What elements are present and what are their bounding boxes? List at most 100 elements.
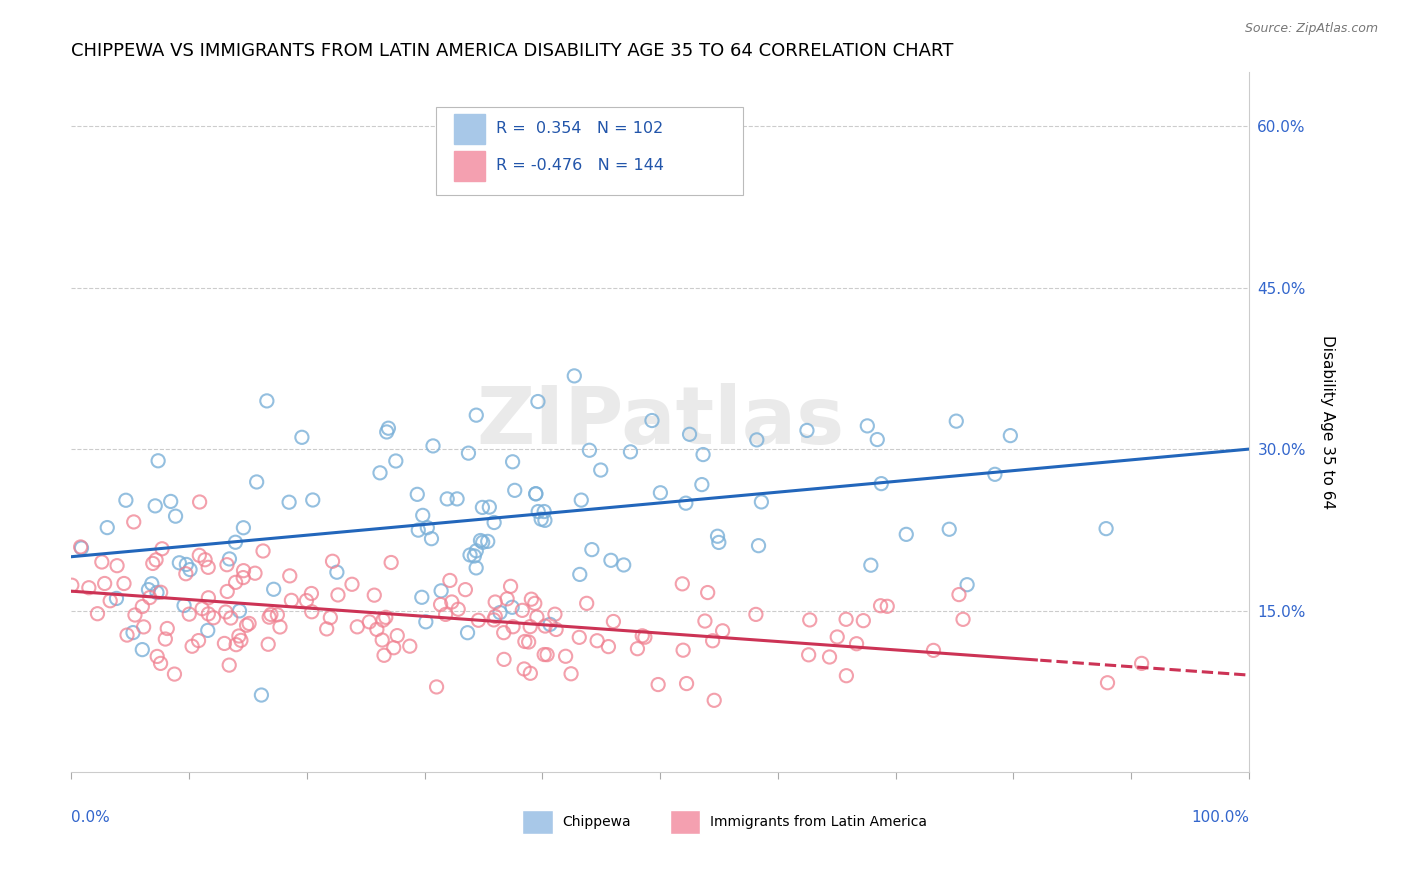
Point: [225, 638, 247, 652]
Point: [647, 677, 669, 691]
Point: [174, 566, 197, 581]
Point: [429, 598, 451, 612]
Point: [751, 495, 773, 509]
FancyBboxPatch shape: [454, 152, 485, 181]
Point: [434, 607, 457, 622]
Point: [457, 625, 479, 640]
Point: [90, 555, 112, 569]
Point: [366, 623, 388, 637]
Point: [675, 496, 697, 510]
Point: [371, 613, 394, 627]
Point: [922, 643, 945, 657]
Text: 100.0%: 100.0%: [1191, 811, 1249, 825]
Point: [745, 433, 768, 447]
Point: [346, 620, 368, 634]
Point: [228, 604, 250, 618]
FancyBboxPatch shape: [454, 114, 485, 144]
Point: [530, 512, 553, 526]
Point: [524, 487, 547, 501]
Point: [554, 649, 576, 664]
Point: [471, 500, 494, 515]
Point: [319, 610, 342, 624]
Text: Source: ZipAtlas.com: Source: ZipAtlas.com: [1244, 22, 1378, 36]
Point: [938, 522, 960, 536]
Point: [690, 477, 713, 491]
Point: [371, 632, 394, 647]
Point: [219, 611, 242, 625]
Point: [359, 615, 381, 629]
Point: [825, 630, 848, 644]
Point: [179, 563, 201, 577]
Point: [70, 541, 93, 555]
Point: [524, 487, 547, 501]
Point: [797, 648, 820, 662]
Text: R = -0.476   N = 144: R = -0.476 N = 144: [496, 158, 665, 173]
Point: [538, 617, 561, 632]
Point: [215, 605, 238, 619]
Point: [146, 649, 169, 664]
Point: [315, 622, 337, 636]
FancyBboxPatch shape: [669, 810, 700, 833]
Point: [945, 414, 967, 428]
Point: [482, 613, 505, 627]
Point: [232, 564, 254, 578]
Point: [159, 494, 181, 508]
Point: [375, 425, 398, 439]
Point: [77, 581, 100, 595]
Point: [560, 666, 582, 681]
Point: [439, 574, 461, 588]
Point: [952, 612, 974, 626]
Point: [197, 591, 219, 605]
Point: [575, 596, 598, 610]
Point: [747, 539, 769, 553]
Point: [301, 493, 323, 508]
Point: [711, 624, 734, 638]
Point: [229, 633, 252, 648]
Point: [870, 476, 893, 491]
Point: [257, 637, 280, 651]
Point: [150, 541, 173, 556]
Point: [322, 554, 344, 568]
Point: [301, 605, 323, 619]
Point: [546, 623, 568, 637]
Point: [562, 368, 585, 383]
Point: [416, 521, 439, 535]
Point: [671, 577, 693, 591]
Point: [641, 413, 664, 427]
Point: [517, 635, 540, 649]
Point: [173, 599, 195, 613]
Point: [112, 576, 135, 591]
Point: [502, 620, 524, 634]
Point: [382, 640, 405, 655]
Point: [149, 657, 172, 671]
Point: [520, 592, 543, 607]
Point: [146, 585, 169, 599]
FancyBboxPatch shape: [436, 107, 742, 194]
Point: [232, 571, 254, 585]
Point: [146, 454, 169, 468]
Point: [363, 588, 385, 602]
Point: [406, 487, 429, 501]
Point: [188, 495, 211, 509]
Point: [693, 614, 716, 628]
Point: [263, 582, 285, 597]
Point: [866, 433, 889, 447]
Point: [470, 533, 492, 548]
Point: [149, 585, 172, 599]
Point: [613, 558, 636, 572]
Point: [948, 588, 970, 602]
Point: [702, 633, 724, 648]
Point: [250, 688, 273, 702]
Point: [598, 640, 620, 654]
Point: [228, 629, 250, 643]
Point: [131, 599, 153, 614]
Point: [519, 620, 541, 634]
Point: [523, 596, 546, 610]
Point: [503, 483, 526, 498]
Point: [374, 610, 396, 624]
Point: [492, 652, 515, 666]
Point: [326, 565, 349, 579]
Point: [457, 446, 479, 460]
Point: [568, 631, 591, 645]
Point: [218, 552, 240, 566]
